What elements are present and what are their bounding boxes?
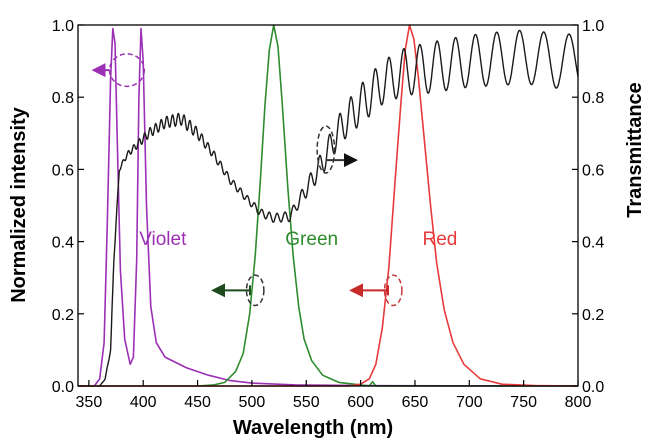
x-tick-label: 550 — [293, 394, 320, 411]
x-axis-title: Wavelength (nm) — [233, 417, 393, 439]
y2-tick-label: 0.2 — [582, 307, 604, 324]
series-label-red: Red — [423, 229, 458, 250]
x-tick-label: 600 — [347, 394, 374, 411]
y-tick-label: 0.4 — [52, 235, 74, 252]
y2-tick-label: 0.6 — [582, 162, 604, 179]
x-tick-label: 750 — [510, 394, 537, 411]
y2-tick-label: 0.4 — [582, 235, 604, 252]
x-tick-label: 700 — [456, 394, 483, 411]
x-tick-label: 350 — [76, 394, 103, 411]
x-tick-label: 500 — [239, 394, 266, 411]
series-label-violet: Violet — [139, 229, 187, 250]
x-tick-label: 800 — [565, 394, 592, 411]
annotation-ellipse — [245, 274, 265, 307]
y-tick-label: 0.2 — [52, 307, 74, 324]
series-label-green: Green — [285, 229, 338, 250]
x-tick-label: 650 — [402, 394, 429, 411]
y-tick-label: 0.0 — [52, 379, 74, 396]
y-axis-title: Normalized intensity — [8, 106, 30, 302]
series-line-transmittance — [99, 29, 579, 387]
x-tick-label: 450 — [184, 394, 211, 411]
y2-tick-label: 0.8 — [582, 90, 604, 107]
plot-frame — [77, 24, 579, 387]
annotation-ellipse — [383, 274, 403, 307]
series-line-red — [78, 24, 579, 387]
y2-tick-label: 1.0 — [582, 18, 604, 35]
series-line-green — [78, 24, 578, 387]
series-line-violet — [78, 27, 579, 387]
y-tick-label: 0.8 — [52, 90, 74, 107]
x-tick-label: 400 — [130, 394, 157, 411]
y-tick-label: 0.6 — [52, 162, 74, 179]
y2-axis-title: Transmittance — [624, 82, 646, 218]
annotation-ellipse — [316, 125, 336, 174]
y-tick-label: 1.0 — [52, 18, 74, 35]
y2-tick-label: 0.0 — [582, 379, 604, 396]
